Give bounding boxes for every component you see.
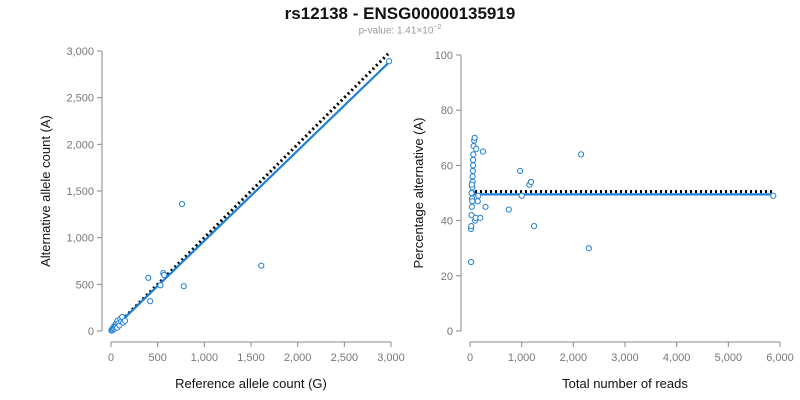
data-point xyxy=(470,162,477,169)
y-tick-label: 3,000 xyxy=(66,46,94,58)
data-point xyxy=(585,245,592,252)
data-point xyxy=(468,203,475,210)
data-point xyxy=(505,206,512,213)
y-tick-label: 100 xyxy=(435,50,453,62)
x-tick-label: 4,000 xyxy=(663,352,691,364)
y-tick-label: 2,500 xyxy=(66,93,94,105)
y-tick-label: 0 xyxy=(447,326,453,338)
panel-1: 0 500 1,000 1,500 2,000 2,500 3,000 0 500 1,000 1,… xyxy=(38,46,405,391)
reference-line xyxy=(109,51,391,333)
data-point xyxy=(469,173,476,180)
y-axis-label: Alternative allele count (A) xyxy=(38,115,53,267)
x-tick-label: 0 xyxy=(467,352,473,364)
data-point xyxy=(473,145,480,152)
data-point xyxy=(468,181,475,188)
x-tick-label: 6,000 xyxy=(766,352,794,364)
x-tick-label: 1,500 xyxy=(237,352,265,364)
data-point xyxy=(518,192,525,199)
x-tick-label: 3,000 xyxy=(377,352,405,364)
x-tick-label: 1,000 xyxy=(508,352,536,364)
y-tick-label: 20 xyxy=(441,271,453,283)
x-axis-label: Reference allele count (G) xyxy=(175,376,327,391)
subtitle-times: ×10 xyxy=(416,25,434,37)
data-point xyxy=(178,200,186,208)
x-tick-label: 2,500 xyxy=(331,352,359,364)
data-point xyxy=(470,156,477,163)
data-point xyxy=(386,58,393,65)
x-tick-label: 500 xyxy=(148,352,166,364)
x-axis-label: Total number of reads xyxy=(562,376,688,391)
data-point xyxy=(469,167,476,175)
y-tick-label: 0 xyxy=(88,326,94,338)
data-point xyxy=(121,317,129,324)
y-tick-label: 80 xyxy=(441,105,453,117)
y-tick-label: 500 xyxy=(76,279,94,291)
data-point xyxy=(180,283,187,290)
data-point xyxy=(474,198,481,205)
data-point xyxy=(475,192,482,199)
data-point xyxy=(470,151,477,158)
data-point xyxy=(471,134,478,141)
data-point xyxy=(161,271,168,279)
data-point xyxy=(469,198,476,205)
x-tick-label: 1,000 xyxy=(191,352,219,364)
data-point xyxy=(517,167,524,175)
data-point xyxy=(577,151,585,158)
subtitle-pvalue: p-value: 1.41 xyxy=(358,25,417,37)
data-point xyxy=(258,262,265,269)
data-point xyxy=(467,258,475,266)
data-point xyxy=(770,192,777,199)
data-point xyxy=(157,282,164,289)
data-point xyxy=(527,178,535,186)
data-point xyxy=(468,211,475,219)
x-tick-label: 2,000 xyxy=(284,352,312,364)
data-point xyxy=(482,203,489,210)
x-tick-label: 2,000 xyxy=(560,352,588,364)
data-point xyxy=(145,274,152,281)
fit-line xyxy=(110,61,390,332)
panel-2: 0 20 40 60 80 100 0 1,000 2,000 3,000 4,000 5,000 6,… xyxy=(411,50,794,391)
y-tick-label: 1,000 xyxy=(66,233,94,245)
data-point xyxy=(468,223,475,230)
data-point xyxy=(530,223,538,230)
y-tick-label: 40 xyxy=(441,216,453,228)
y-tick-label: 2,000 xyxy=(66,139,94,151)
chart-subtitle: p-value: 1.41×10−2 xyxy=(0,24,800,36)
data-point xyxy=(468,189,475,197)
y-axis-label: Percentage alternative (A) xyxy=(411,117,426,268)
data-point xyxy=(479,148,487,155)
x-tick-label: 0 xyxy=(108,352,114,364)
data-point xyxy=(147,298,154,305)
y-tick-label: 60 xyxy=(441,160,453,172)
data-point xyxy=(477,214,484,221)
y-tick-label: 1,500 xyxy=(66,186,94,198)
x-tick-label: 5,000 xyxy=(715,352,743,364)
subtitle-exponent: −2 xyxy=(433,24,442,31)
x-tick-label: 3,000 xyxy=(611,352,639,364)
chart-title: rs12138 - ENSG00000135919 xyxy=(284,4,516,23)
